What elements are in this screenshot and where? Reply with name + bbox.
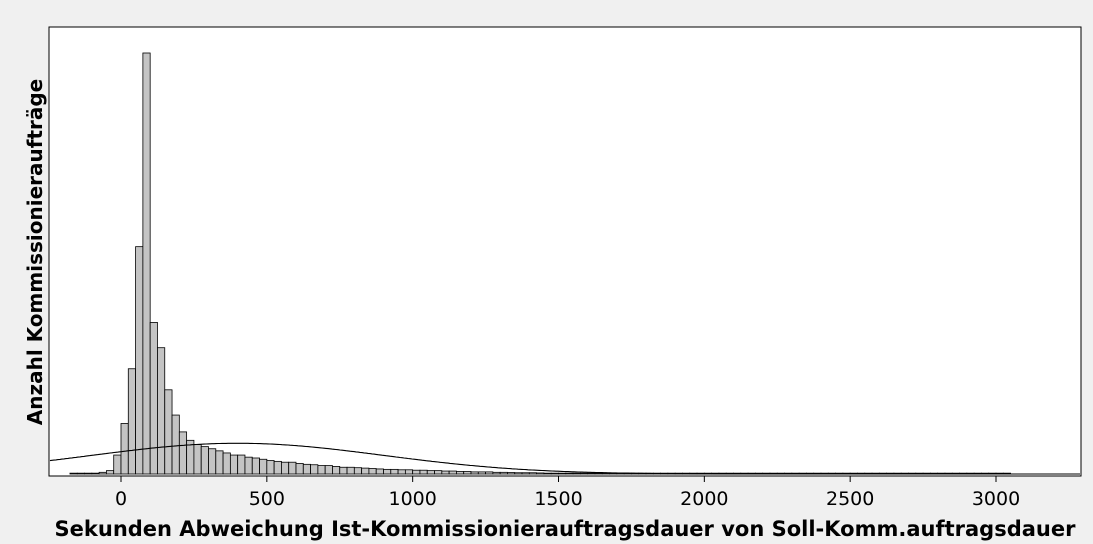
histogram-bar (404, 469, 414, 475)
histogram-bar (339, 466, 348, 475)
x-tick-label: 3000 (972, 488, 1020, 510)
histogram-bar (222, 452, 231, 475)
histogram-bar (229, 454, 239, 475)
histogram-bar (456, 471, 465, 475)
histogram-bar (149, 322, 158, 475)
histogram-bar (98, 471, 107, 475)
histogram-bar (477, 471, 486, 475)
histogram-bar (441, 470, 450, 475)
x-tick-label: 500 (249, 488, 285, 510)
histogram-bar (353, 467, 363, 475)
histogram-bar (521, 472, 530, 475)
histogram-bar (550, 472, 559, 475)
histogram-bar (448, 470, 457, 475)
histogram-bar (397, 469, 406, 475)
x-axis-ticks: 0 500 1000 1500 2000 2500 3000 (115, 476, 1020, 510)
histogram-bar (558, 472, 567, 475)
histogram-bar (76, 472, 85, 475)
histogram-bar (84, 472, 93, 475)
x-tick-label: 1500 (534, 488, 582, 510)
histogram-bar (106, 470, 115, 475)
histogram-bar (113, 454, 122, 475)
histogram-bar (368, 468, 377, 475)
x-axis-title: Sekunden Abweichung Ist-Kommissionierauf… (55, 517, 1077, 541)
histogram-bar (543, 472, 552, 475)
histogram-bar (171, 414, 180, 475)
histogram-bar (215, 450, 224, 475)
plot-area (48, 26, 1082, 477)
histogram-bar (178, 431, 188, 475)
histogram-bar (244, 456, 253, 475)
histogram-bar (361, 467, 370, 475)
histogram-bar (463, 471, 472, 475)
histogram-bar (193, 444, 202, 475)
histogram-bar (266, 460, 275, 475)
histogram-bar (237, 454, 246, 475)
histogram-bar (514, 472, 523, 475)
histogram-bar (594, 472, 603, 475)
histogram-bar (259, 458, 268, 475)
histogram-bar (208, 448, 217, 475)
histogram-bar (492, 471, 501, 475)
histogram-bar (485, 471, 494, 475)
normal-fit-curve (49, 442, 1080, 475)
histogram-bar (127, 368, 136, 475)
histogram-bar (69, 472, 78, 475)
histogram-bar (499, 471, 508, 475)
histogram-bar (281, 461, 290, 475)
histogram-bar (470, 471, 479, 475)
histogram-bar (135, 246, 144, 475)
histogram-bar (120, 423, 129, 475)
histogram-bar (346, 466, 355, 475)
histogram-bar (164, 389, 173, 475)
histogram-bar (251, 457, 260, 475)
y-axis-title: Anzahl Kommissionieraufträge (23, 79, 47, 426)
histogram-bar (317, 465, 326, 475)
histogram-bar (434, 470, 443, 475)
histogram-bar (302, 463, 311, 475)
histogram-bar (426, 470, 435, 475)
x-tick-label: 2500 (826, 488, 874, 510)
histogram-bar (390, 468, 399, 475)
histogram-bar (91, 472, 100, 475)
histogram-bar (412, 469, 421, 475)
histogram-bar (310, 464, 319, 475)
histogram-bar (375, 468, 384, 475)
histogram-bar (572, 472, 581, 475)
x-tick-label: 0 (115, 488, 127, 510)
histogram-bar (536, 472, 545, 475)
histogram-bar (419, 469, 428, 475)
histogram-bar (383, 468, 392, 475)
histogram-bar (324, 465, 333, 475)
histogram-bar (507, 472, 516, 475)
histogram-bar (565, 472, 574, 475)
histogram-bar (142, 52, 151, 475)
histogram-bar (587, 472, 596, 475)
histogram-bar (528, 472, 538, 475)
histogram-bar (288, 461, 297, 475)
histogram-bar (295, 463, 304, 475)
x-tick-label: 1000 (388, 488, 436, 510)
histogram-bar (200, 446, 209, 475)
histogram-bar (273, 460, 282, 475)
histogram-bar (579, 472, 589, 475)
x-tick-label: 2000 (680, 488, 728, 510)
histogram-bar (157, 347, 166, 475)
histogram-bar (332, 466, 341, 475)
